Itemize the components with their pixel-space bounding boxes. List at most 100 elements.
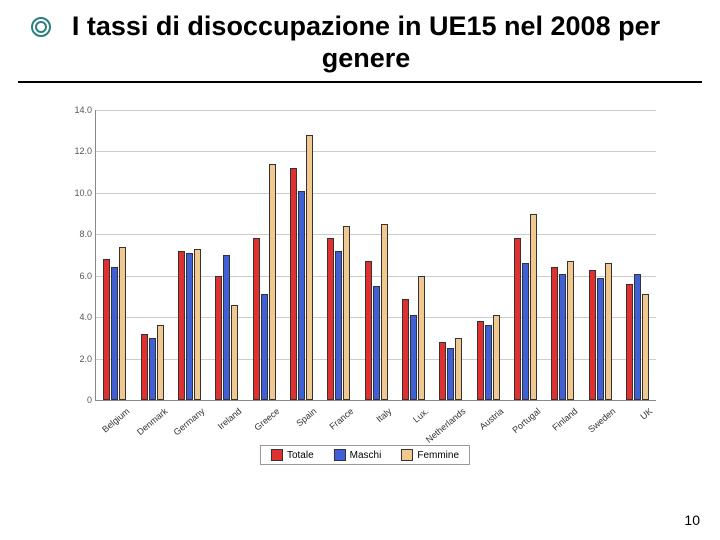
bar (335, 251, 342, 400)
bar (157, 325, 164, 400)
x-tick-label: France (328, 406, 356, 432)
x-tick-label: Lux. (411, 406, 430, 425)
title-row: I tassi di disoccupazione in UE15 nel 20… (0, 0, 720, 75)
bar-group (141, 325, 164, 400)
bar (597, 278, 604, 400)
x-tick-label: Netherlands (424, 406, 468, 445)
bar (589, 270, 596, 401)
bar-group (327, 226, 350, 400)
bar (642, 294, 649, 400)
x-tick-label: UK (638, 406, 654, 422)
y-tick-label: 2.0 (66, 354, 92, 364)
bar (634, 274, 641, 400)
legend-label: Maschi (350, 450, 382, 461)
y-tick-label: 10.0 (66, 188, 92, 198)
x-tick-label: Finland (551, 406, 580, 433)
bar (298, 191, 305, 400)
x-tick-label: Greece (252, 406, 281, 433)
bar-group (365, 224, 388, 400)
bar (141, 334, 148, 400)
bar (418, 276, 425, 400)
bar (103, 259, 110, 400)
y-tick-label: 4.0 (66, 312, 92, 322)
bar (605, 263, 612, 400)
bar-group (514, 214, 537, 400)
chart: 02.04.06.08.010.012.014.0 BelgiumDenmark… (65, 105, 665, 465)
legend-item: Maschi (334, 449, 382, 461)
bar (215, 276, 222, 400)
legend-swatch (401, 449, 413, 461)
bar-group (626, 274, 649, 400)
gridline (96, 151, 656, 152)
y-tick-label: 0 (66, 395, 92, 405)
plot-area: 02.04.06.08.010.012.014.0 (95, 110, 656, 401)
bar (551, 267, 558, 400)
bar (231, 305, 238, 400)
bar (119, 247, 126, 400)
bar (514, 238, 521, 400)
bar (626, 284, 633, 400)
bullet-icon (30, 16, 52, 38)
bar (402, 299, 409, 401)
bar-group (402, 276, 425, 400)
bar-group (215, 255, 238, 400)
bar-group (178, 249, 201, 400)
bar (290, 168, 297, 400)
y-tick-label: 6.0 (66, 271, 92, 281)
bar (343, 226, 350, 400)
x-tick-label: Denmark (135, 406, 169, 437)
bar (223, 255, 230, 400)
legend-item: Femmine (401, 449, 459, 461)
bar-group (551, 261, 574, 400)
bar (439, 342, 446, 400)
bar-group (103, 247, 126, 400)
x-tick-label: Portugal (510, 406, 542, 435)
bar (178, 251, 185, 400)
bar-group (589, 263, 612, 400)
bar (493, 315, 500, 400)
bar (111, 267, 118, 400)
bar-group (253, 164, 276, 400)
bar (567, 261, 574, 400)
bar-group (290, 135, 313, 400)
x-tick-label: Belgium (100, 406, 131, 435)
y-tick-label: 12.0 (66, 146, 92, 156)
bar (447, 348, 454, 400)
bar-group (439, 338, 462, 400)
bar (530, 214, 537, 400)
x-tick-label: Germany (171, 406, 206, 437)
legend-swatch (271, 449, 283, 461)
x-tick-label: Spain (294, 406, 318, 428)
bar (306, 135, 313, 400)
bar (194, 249, 201, 400)
y-tick-label: 8.0 (66, 229, 92, 239)
page-number: 10 (684, 512, 700, 528)
bar (365, 261, 372, 400)
bar (410, 315, 417, 400)
x-tick-label: Italy (374, 406, 393, 424)
legend: Totale Maschi Femmine (260, 445, 470, 465)
bar (327, 238, 334, 400)
gridline (96, 193, 656, 194)
legend-label: Femmine (417, 450, 459, 461)
bar (253, 238, 260, 400)
legend-label: Totale (287, 450, 314, 461)
slide: I tassi di disoccupazione in UE15 nel 20… (0, 0, 720, 540)
page-title: I tassi di disoccupazione in UE15 nel 20… (52, 10, 680, 75)
bar (477, 321, 484, 400)
bar-group (477, 315, 500, 400)
title-underline (18, 81, 702, 83)
bar (149, 338, 156, 400)
gridline (96, 110, 656, 111)
bar (455, 338, 462, 400)
x-tick-label: Austria (477, 406, 505, 432)
legend-item: Totale (271, 449, 314, 461)
bar (261, 294, 268, 400)
bar (186, 253, 193, 400)
bar (485, 325, 492, 400)
x-tick-label: Sweden (586, 406, 617, 435)
y-tick-label: 14.0 (66, 105, 92, 115)
bar (559, 274, 566, 400)
bar (373, 286, 380, 400)
bar (381, 224, 388, 400)
